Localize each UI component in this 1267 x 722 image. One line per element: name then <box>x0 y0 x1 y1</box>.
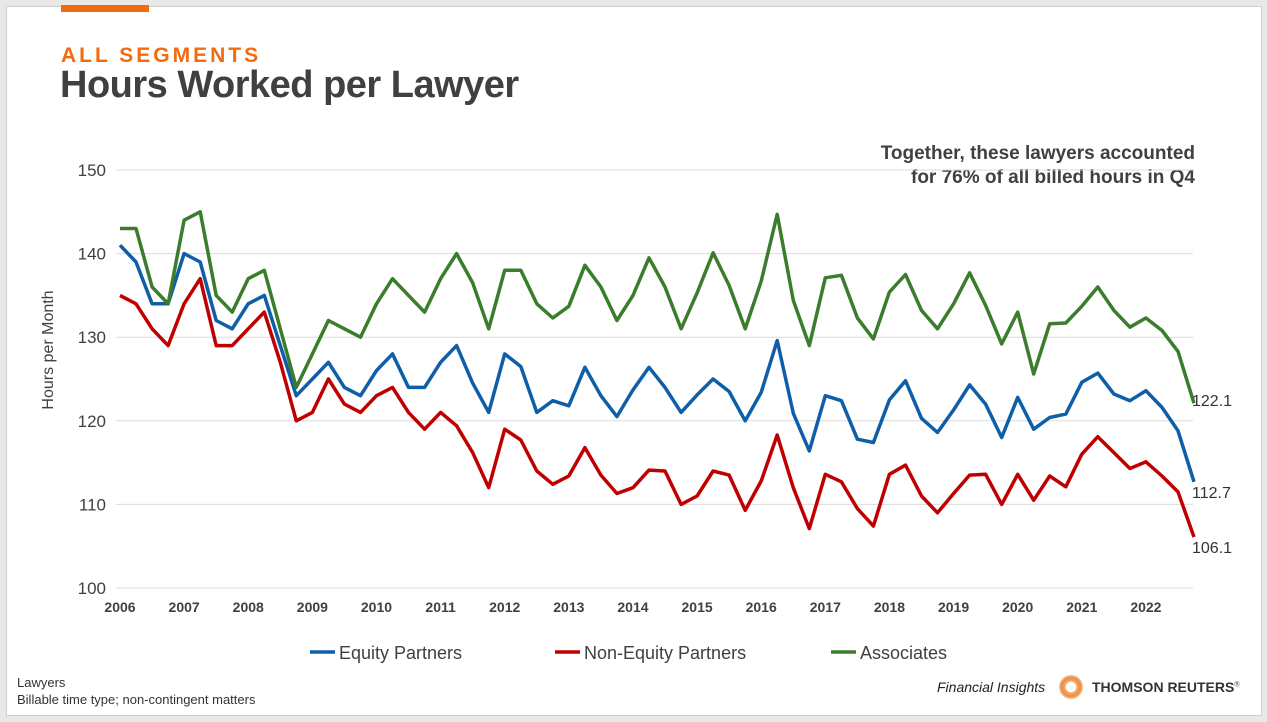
x-tick-label: 2012 <box>489 599 520 615</box>
x-tick-label: 2016 <box>746 599 777 615</box>
x-tick-label: 2022 <box>1130 599 1161 615</box>
x-tick-label: 2017 <box>810 599 841 615</box>
slide <box>6 6 1262 716</box>
y-tick-label: 140 <box>78 245 106 264</box>
y-tick-label: 100 <box>78 579 106 598</box>
legend-label: Equity Partners <box>339 643 462 663</box>
x-tick-label: 2021 <box>1066 599 1097 615</box>
y-tick-label: 130 <box>78 328 106 347</box>
x-tick-label: 2018 <box>874 599 905 615</box>
x-tick-label: 2008 <box>233 599 264 615</box>
x-tick-label: 2007 <box>169 599 200 615</box>
thomson-reuters-logo-icon <box>1059 675 1083 699</box>
y-axis-title: Hours per Month <box>40 290 57 409</box>
accent-bar <box>61 5 149 12</box>
brand-name: THOMSON REUTERS® <box>1092 679 1240 695</box>
y-tick-label: 150 <box>78 161 106 180</box>
x-tick-label: 2010 <box>361 599 392 615</box>
x-tick-label: 2015 <box>682 599 713 615</box>
y-tick-label: 110 <box>79 495 106 514</box>
x-tick-label: 2006 <box>104 599 135 615</box>
brand-tagline: Financial Insights <box>937 679 1046 695</box>
legend-label: Non-Equity Partners <box>584 643 746 663</box>
annotation: Together, these lawyers accounted for 76… <box>881 142 1195 190</box>
brand-name-text: THOMSON REUTERS <box>1092 679 1235 695</box>
x-tick-label: 2013 <box>553 599 584 615</box>
series-line-associates <box>120 210 1196 404</box>
footnote-line-2: Billable time type; non-contingent matte… <box>17 692 256 707</box>
x-tick-label: 2019 <box>938 599 969 615</box>
y-tick-label: 120 <box>78 412 106 431</box>
end-data-label: 106.1 <box>1192 540 1232 557</box>
footnote: Lawyers Billable time type; non-continge… <box>17 674 255 708</box>
annotation-line-2: for 76% of all billed hours in Q4 <box>911 167 1195 188</box>
end-data-label: 122.1 <box>1192 393 1232 410</box>
x-tick-label: 2011 <box>425 599 456 615</box>
end-data-label: 112.7 <box>1192 485 1231 502</box>
footnote-line-1: Lawyers <box>17 675 66 690</box>
legend-label: Associates <box>860 643 947 663</box>
x-tick-label: 2009 <box>297 599 328 615</box>
page-title: Hours Worked per Lawyer <box>60 64 519 106</box>
series-line-equity-partners <box>118 243 1196 483</box>
series-line-non-equity-partners <box>119 276 1196 538</box>
registered-mark: ® <box>1234 681 1240 689</box>
x-tick-label: 2014 <box>617 599 648 615</box>
x-tick-label: 2020 <box>1002 599 1033 615</box>
annotation-line-1: Together, these lawyers accounted <box>880 143 1195 164</box>
kicker: ALL SEGMENTS <box>61 44 262 67</box>
